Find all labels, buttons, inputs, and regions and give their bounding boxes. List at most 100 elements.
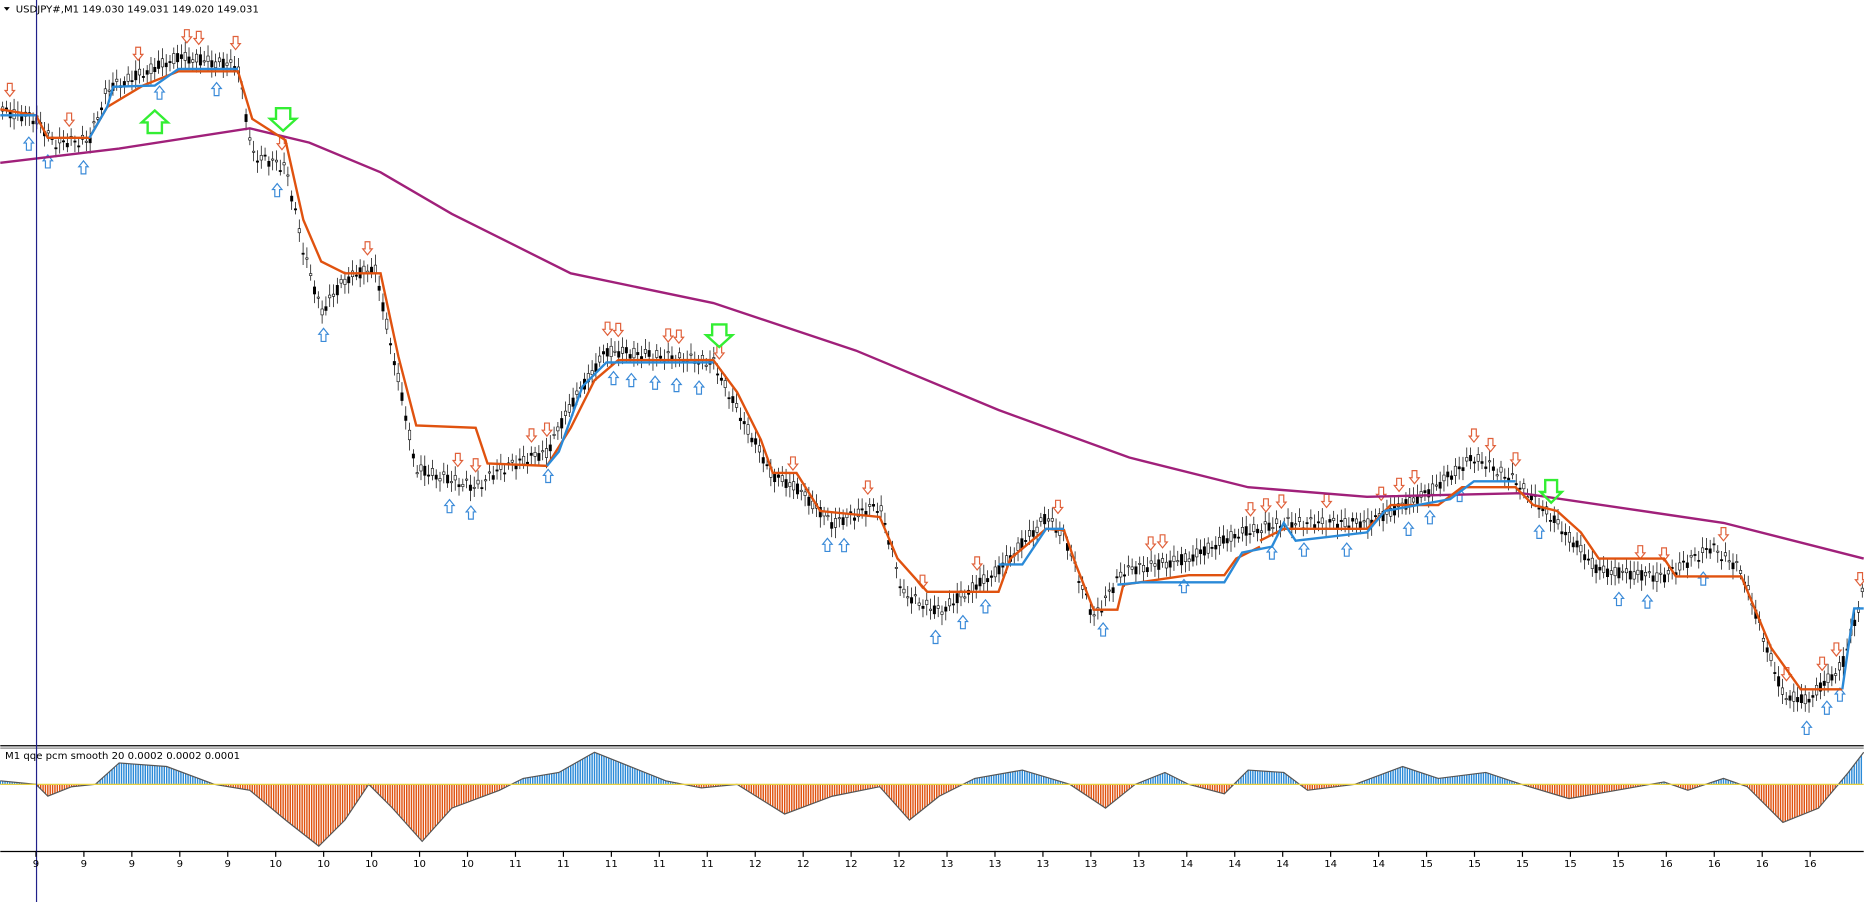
- candle-body: [1583, 554, 1587, 561]
- time-label: 10: [365, 859, 378, 870]
- candle-body: [1328, 519, 1332, 523]
- fractal-down: [540, 422, 553, 438]
- fractal-up: [1641, 594, 1654, 609]
- candle-body: [1434, 484, 1438, 487]
- candle-body: [446, 474, 450, 484]
- candle-body: [495, 469, 499, 472]
- candle-body: [1636, 569, 1640, 575]
- candle-body: [267, 160, 271, 167]
- candle-body: [1290, 522, 1294, 528]
- candle-body: [1632, 571, 1636, 580]
- candle-body: [381, 302, 385, 312]
- candle-body: [1788, 695, 1792, 701]
- candle-body: [853, 517, 857, 521]
- candle-body: [712, 357, 716, 360]
- candle-body: [1172, 555, 1176, 562]
- fractal-down: [601, 321, 614, 337]
- candle-body: [96, 117, 100, 120]
- candle-body: [1499, 466, 1503, 473]
- fractal-down: [192, 30, 205, 46]
- candle-body: [1088, 609, 1092, 615]
- candle-body: [731, 396, 735, 404]
- candle-body: [187, 56, 191, 64]
- candle-body: [1830, 674, 1834, 681]
- candle-body: [510, 459, 514, 463]
- candle-body: [609, 345, 613, 357]
- candle-body: [757, 445, 761, 453]
- candle-body: [1617, 567, 1621, 579]
- candle-body: [1138, 563, 1142, 565]
- candle-body: [564, 410, 567, 416]
- candle-body: [872, 504, 876, 507]
- candle-body: [316, 296, 320, 299]
- fractal-down: [971, 556, 984, 571]
- candle-body: [1233, 534, 1237, 539]
- candle-body: [1412, 497, 1416, 503]
- candle-body: [636, 352, 640, 356]
- candle-body: [290, 195, 294, 202]
- candle-body: [1149, 560, 1153, 564]
- candle-body: [1579, 544, 1583, 553]
- fractal-up: [1340, 542, 1353, 557]
- candle-body: [191, 59, 195, 63]
- candle-body: [1104, 595, 1107, 598]
- candle-body: [1423, 490, 1427, 493]
- candle-body: [54, 147, 58, 150]
- candle-body: [1514, 483, 1518, 486]
- fractal-down: [132, 46, 145, 62]
- candle-body: [1480, 461, 1484, 464]
- fractal-up: [317, 327, 330, 343]
- time-label: 14: [1228, 859, 1241, 870]
- candle-body: [1046, 518, 1050, 522]
- candle-body: [951, 603, 955, 606]
- candle-body: [1389, 508, 1393, 517]
- candle-body: [982, 574, 986, 584]
- candle-body: [1446, 471, 1450, 478]
- candle-body: [320, 308, 324, 316]
- candle-body: [1199, 549, 1203, 555]
- candle-body: [1431, 483, 1435, 495]
- candle-body: [1176, 560, 1180, 563]
- candle-body: [1731, 562, 1735, 570]
- candle-body: [4, 107, 8, 110]
- candle-body: [628, 354, 632, 359]
- candle-body: [198, 54, 202, 66]
- candle-body: [225, 62, 229, 66]
- candle-body: [993, 566, 997, 578]
- candle-body: [902, 588, 906, 594]
- candle-body: [807, 496, 811, 506]
- time-label: 9: [33, 859, 39, 870]
- candle-body: [1187, 558, 1191, 562]
- candle-body: [978, 577, 982, 587]
- time-label: 13: [1037, 859, 1050, 870]
- candle-body: [1461, 467, 1465, 471]
- fractal-down: [1156, 534, 1169, 549]
- candle-body: [602, 351, 606, 355]
- candle-body: [248, 137, 252, 141]
- candle-body: [1796, 697, 1800, 703]
- candle-body: [533, 452, 537, 457]
- candle-body: [944, 606, 948, 612]
- candle-body: [1221, 535, 1225, 544]
- candle-body: [784, 479, 788, 488]
- candle-body: [1792, 691, 1796, 702]
- candle-body: [1297, 517, 1301, 522]
- fractal-down: [361, 241, 374, 256]
- candle-body: [1841, 656, 1845, 667]
- candle-body: [1100, 610, 1104, 613]
- time-label: 11: [653, 859, 666, 870]
- candle-body: [1134, 566, 1138, 575]
- candle-body: [1465, 457, 1469, 462]
- candle-body: [1248, 533, 1252, 535]
- candle-body: [837, 517, 841, 520]
- fractal-down: [1408, 470, 1421, 485]
- fractal-up: [821, 537, 834, 553]
- fractal-up: [625, 372, 638, 388]
- candle-body: [556, 426, 560, 432]
- candle-body: [948, 598, 952, 607]
- fractal-down: [1816, 656, 1829, 672]
- candle-body: [761, 457, 765, 464]
- time-label: 10: [461, 859, 474, 870]
- candle-body: [860, 508, 864, 511]
- candle-body: [940, 611, 944, 615]
